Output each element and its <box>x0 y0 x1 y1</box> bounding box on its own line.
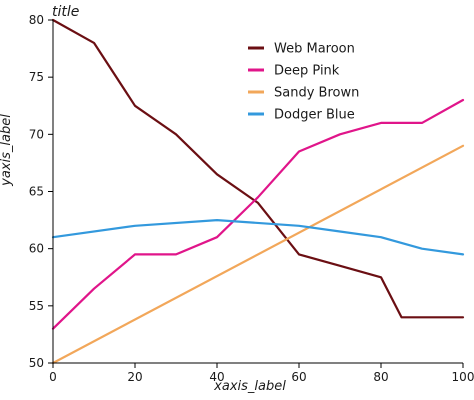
legend-label-web-maroon: Web Maroon <box>274 42 355 57</box>
x-tick-label: 60 <box>291 370 306 384</box>
x-tick-label: 20 <box>127 370 142 384</box>
legend-label-sandy-brown: Sandy Brown <box>274 86 359 101</box>
x-tick-label: 80 <box>373 370 388 384</box>
series-line-deep-pink <box>51 98 465 330</box>
y-axis-title: yaxis_label <box>0 114 14 187</box>
legend-label-dodger-blue: Dodger Blue <box>274 108 355 123</box>
legend: Web Maroon Deep Pink Sandy Brown Dodger Blu… <box>248 42 359 123</box>
y-tick-label: 60 <box>29 242 44 256</box>
series-line-web-maroon <box>51 18 465 319</box>
x-axis-title: xaxis_label <box>213 379 286 394</box>
series-layer <box>51 18 465 365</box>
y-tick-label: 65 <box>29 185 44 199</box>
y-axis-ticks: 50 55 60 65 70 75 80 <box>29 13 53 370</box>
legend-label-deep-pink: Deep Pink <box>274 64 340 79</box>
y-tick-label: 55 <box>29 299 44 313</box>
x-tick-label: 40 <box>209 370 224 384</box>
y-tick-label: 50 <box>29 356 44 370</box>
y-tick-label: 80 <box>29 13 44 27</box>
x-axis-ticks: 0 20 40 60 80 100 <box>49 363 474 384</box>
series-line-dodger-blue <box>51 219 465 256</box>
y-tick-label: 70 <box>29 127 44 141</box>
series-line-sandy-brown <box>51 144 465 365</box>
chart-title: title <box>52 4 79 20</box>
x-tick-label: 0 <box>49 370 57 384</box>
x-tick-label: 100 <box>452 370 474 384</box>
y-tick-label: 75 <box>29 70 44 84</box>
